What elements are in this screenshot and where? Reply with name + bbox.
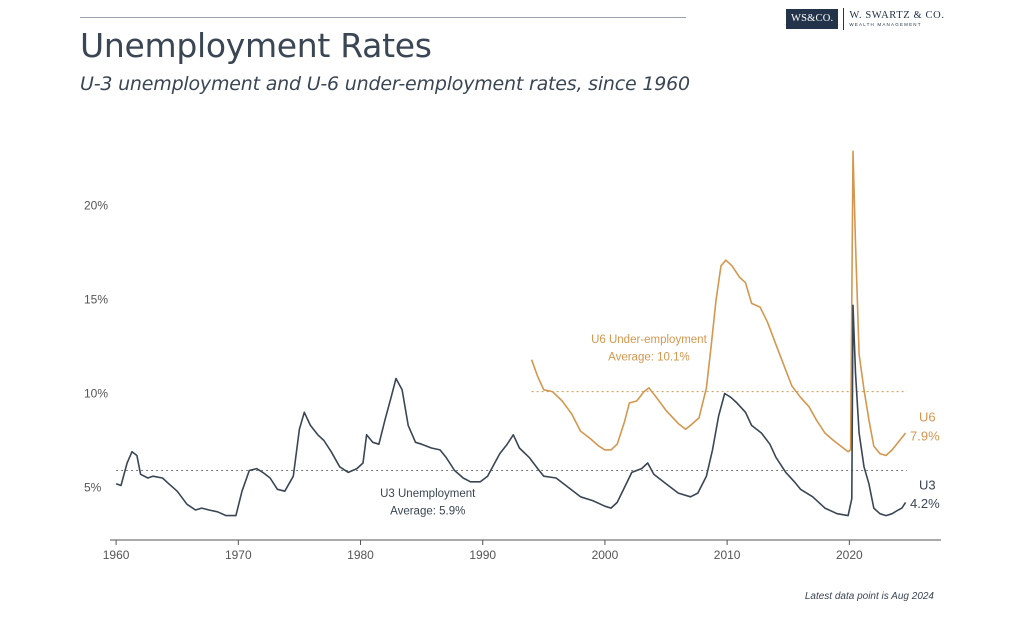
u6-end-name: U6 [919,410,936,425]
brand-monogram: WS&CO. [786,9,839,29]
brand-tagline: WEALTH MANAGEMENT [849,22,922,27]
u6-annotation: U6 Under-employment [591,334,707,346]
x-tick-label-1960: 1960 [103,548,130,562]
y-tick-label-15: 15% [84,293,108,307]
y-tick-label-10: 10% [84,387,108,401]
u3-average-label: Average: 5.9% [390,506,465,518]
y-tick-label-5: 5% [84,480,102,494]
x-tick-label-1970: 1970 [225,548,252,562]
top-rule [80,17,686,18]
u6-end-value: 7.9% [910,428,940,443]
brand-logo: WS&CO. W. SWARTZ & CO. WEALTH MANAGEMENT [786,7,945,31]
x-tick-label-2010: 2010 [714,548,741,562]
u3-annotation: U3 Unemployment [380,488,476,500]
x-tick-label-1980: 1980 [347,548,374,562]
y-tick-label-20: 20% [84,199,108,213]
x-tick-label-1990: 1990 [469,548,496,562]
u3-end-name: U3 [919,477,936,492]
chart-subtitle: U-3 unemployment and U-6 under-employmen… [80,73,690,95]
u6-series-line [530,150,907,457]
brand-wordmark: W. SWARTZ & CO. WEALTH MANAGEMENT [849,9,945,28]
x-tick-label-2000: 2000 [592,548,619,562]
data-footnote: Latest data point is Aug 2024 [804,591,934,602]
brand-name: W. SWARTZ & CO. [849,9,945,21]
brand-divider [843,8,845,30]
u3-series-line [115,304,907,517]
x-tick-label-2020: 2020 [836,548,863,562]
chart-title: Unemployment Rates [80,26,432,65]
u6-average-label: Average: 10.1% [608,352,690,364]
u3-end-value: 4.2% [910,496,940,511]
